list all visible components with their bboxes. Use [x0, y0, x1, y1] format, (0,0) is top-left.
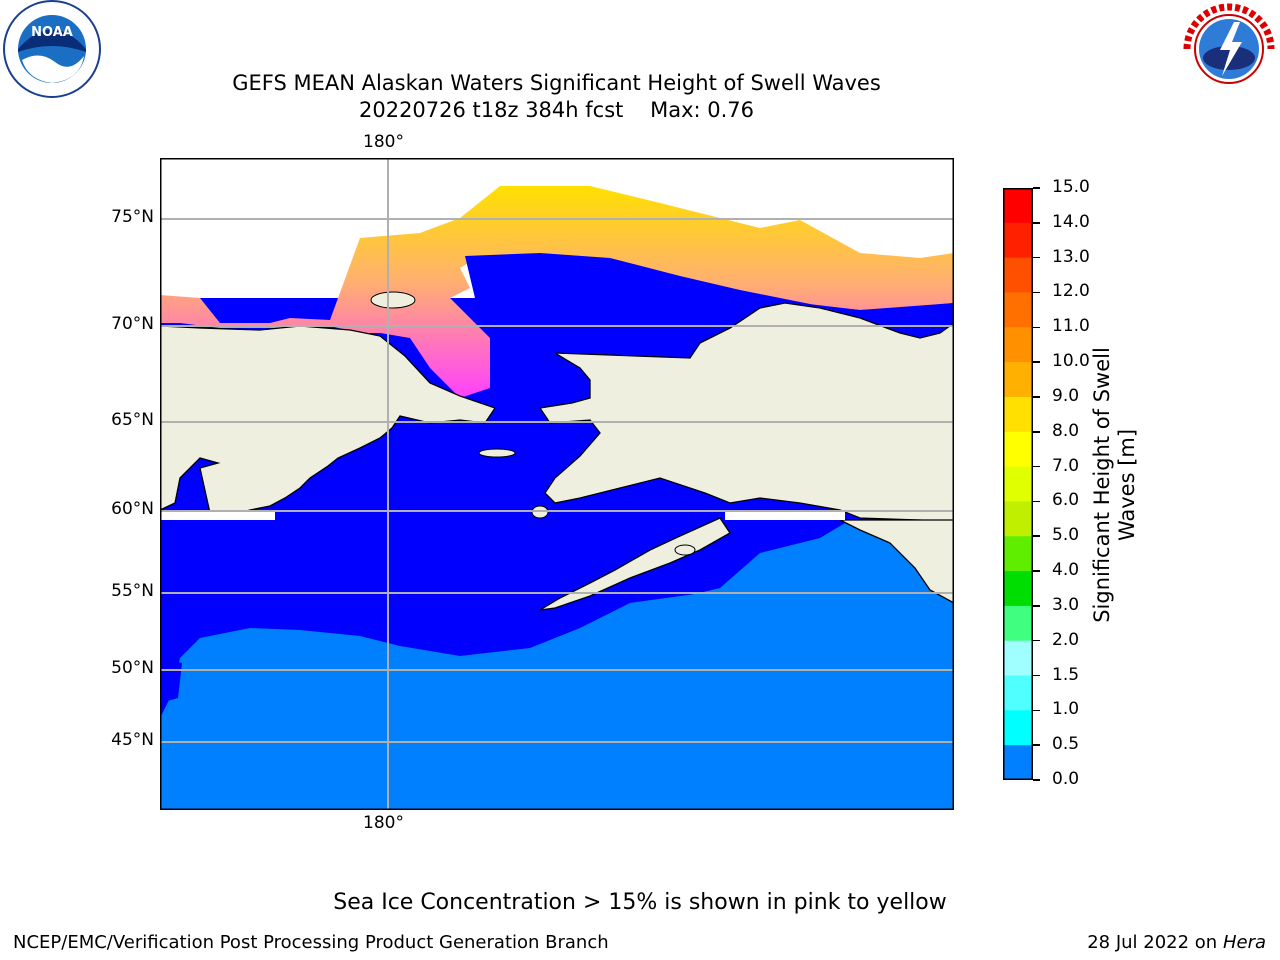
colorbar-tick-label: 9.0	[1052, 385, 1080, 406]
colorbar-tick-mark	[1033, 639, 1040, 642]
colorbar-tick-label: 7.0	[1052, 455, 1080, 476]
colorbar-segment	[1003, 640, 1033, 677]
colorbar-tick-label: 5.0	[1052, 525, 1080, 546]
footer-right: 28 Jul 2022 on Hera	[1087, 932, 1266, 953]
colorbar-tick-mark	[1033, 326, 1040, 329]
colorbar-tick-mark	[1033, 535, 1040, 537]
colorbar-tick-label: 15.0	[1052, 177, 1090, 197]
colorbar-tick-mark	[1033, 465, 1040, 468]
colorbar-tick-mark	[1033, 222, 1040, 224]
colorbar-segment	[1003, 710, 1033, 746]
chart-title: GEFS MEAN Alaskan Waters Significant Hei…	[232, 71, 881, 95]
colorbar-tick-mark	[1033, 361, 1040, 363]
colorbar-tick-label: 1.0	[1052, 699, 1080, 720]
colorbar-segment	[1003, 571, 1033, 607]
colorbar-tick-mark	[1033, 779, 1040, 781]
colorbar-segment	[1003, 188, 1033, 224]
colorbar	[1003, 188, 1033, 780]
noaa-logo: NOAA	[0, 0, 104, 100]
colorbar-tick-mark	[1033, 674, 1040, 677]
colorbar-tick-label: 1.5	[1052, 664, 1080, 685]
colorbar-segment	[1003, 745, 1033, 780]
colorbar-tick-mark	[1033, 605, 1040, 607]
lon-label-top: 180°	[363, 132, 404, 152]
lat-label-55n: 55°N	[111, 581, 154, 601]
colorbar-tick-mark	[1033, 570, 1040, 572]
colorbar-segment	[1003, 675, 1033, 711]
lat-label-70n: 70°N	[111, 314, 154, 334]
colorbar-tick-label: 8.0	[1052, 420, 1080, 441]
colorbar-tick-label: 0.5	[1052, 734, 1080, 755]
lat-label-65n: 65°N	[111, 410, 154, 430]
lon-label-bottom: 180°	[363, 813, 404, 833]
colorbar-tick-label: 0.0	[1052, 769, 1080, 789]
colorbar-segment	[1003, 431, 1033, 468]
colorbar-tick-label: 13.0	[1052, 246, 1090, 267]
colorbar-tick-label: 14.0	[1052, 211, 1090, 232]
map-panel	[160, 158, 954, 810]
colorbar-segment	[1003, 501, 1033, 537]
colorbar-segment	[1003, 327, 1033, 363]
colorbar-tick-label: 11.0	[1052, 316, 1090, 337]
colorbar-tick-label: 12.0	[1052, 281, 1090, 302]
colorbar-tick-label: 3.0	[1052, 594, 1080, 615]
sea-ice-region	[160, 186, 954, 398]
colorbar-segment	[1003, 362, 1033, 398]
colorbar-segment	[1003, 222, 1033, 259]
colorbar-tick-mark	[1033, 431, 1040, 433]
colorbar-tick-mark	[1033, 256, 1040, 259]
colorbar-tick-label: 4.0	[1052, 560, 1080, 581]
sea-ice-note: Sea Ice Concentration > 15% is shown in …	[333, 890, 947, 915]
lat-label-50n: 50°N	[111, 658, 154, 678]
colorbar-segment	[1003, 257, 1033, 293]
colorbar-segment	[1003, 536, 1033, 572]
colorbar-tick-label: 6.0	[1052, 490, 1080, 511]
colorbar-segment	[1003, 605, 1033, 642]
lat-label-75n: 75°N	[111, 207, 154, 227]
svg-text:NOAA: NOAA	[31, 25, 73, 40]
colorbar-tick-mark	[1033, 500, 1040, 503]
chart-subtitle: 20220726 t18z 384h fcst Max: 0.76	[358, 98, 755, 122]
colorbar-tick-label: 2.0	[1052, 629, 1080, 650]
colorbar-segment	[1003, 396, 1033, 433]
colorbar-tick-mark	[1033, 396, 1040, 398]
colorbar-segment	[1003, 466, 1033, 502]
colorbar-segment	[1003, 292, 1033, 328]
colorbar-tick-mark	[1033, 291, 1040, 294]
lat-label-45n: 45°N	[111, 730, 154, 750]
colorbar-tick-mark	[1033, 744, 1040, 746]
nws-logo	[1178, 0, 1280, 100]
lat-label-60n: 60°N	[111, 499, 154, 519]
colorbar-tick-label: 10.0	[1052, 351, 1090, 372]
footer-left: NCEP/EMC/Verification Post Processing Pr…	[13, 932, 609, 953]
colorbar-tick-mark	[1033, 709, 1040, 712]
graticule	[160, 158, 954, 810]
colorbar-tick-mark	[1033, 187, 1040, 189]
